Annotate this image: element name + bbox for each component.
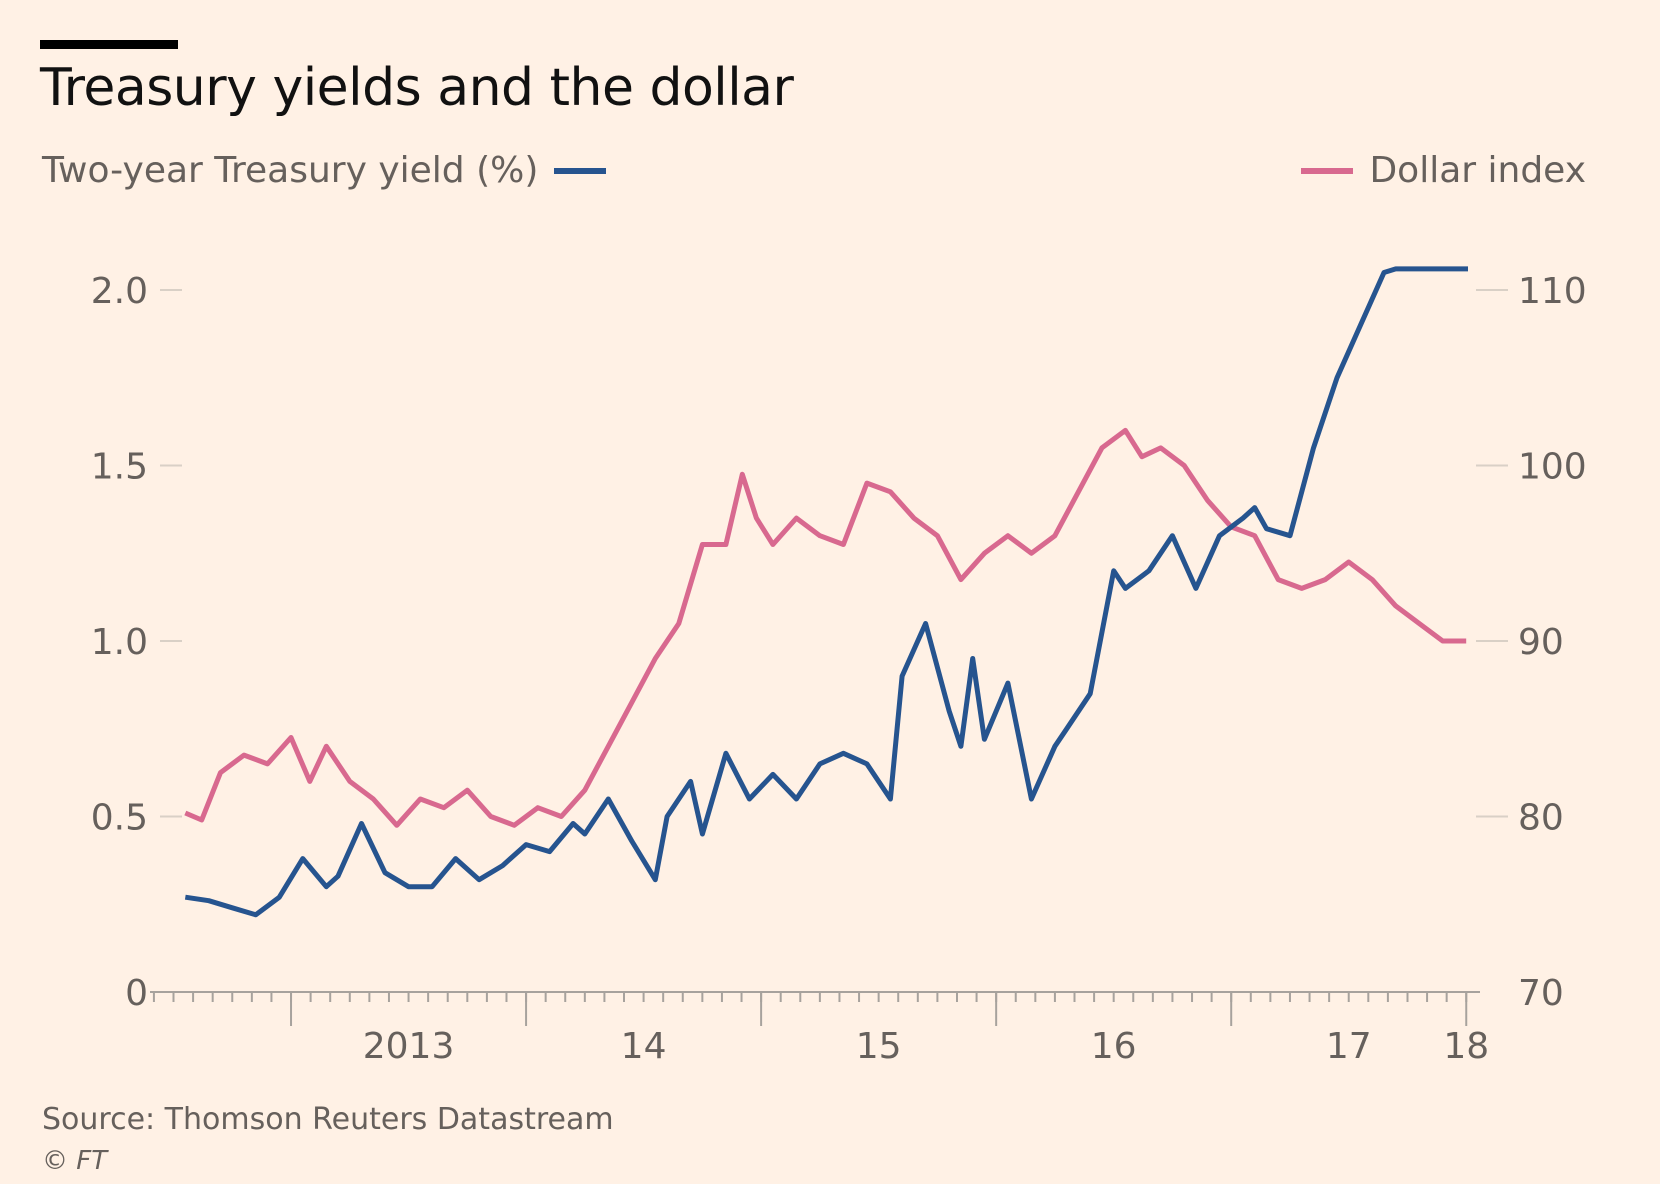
x-tick-label: 15 [856, 1026, 902, 1067]
legend-dollar-label: Dollar index [1369, 150, 1586, 191]
left-tick-label: 0 [125, 973, 148, 1014]
legend-dollar: Dollar index [1285, 150, 1586, 191]
right-tick-label: 110 [1518, 271, 1587, 312]
left-tick-label: 0.5 [91, 798, 148, 839]
treasury-yield-line [184, 266, 1469, 918]
right-tick-label: 90 [1518, 622, 1564, 663]
right-tick-label: 70 [1518, 973, 1564, 1014]
legend-yield-label: Two-year Treasury yield (%) [42, 150, 539, 191]
legend-yield-swatch [554, 167, 607, 174]
copyright-note: © FT [42, 1146, 108, 1176]
right-tick-label: 100 [1518, 447, 1587, 488]
source-note: Source: Thomson Reuters Datastream [42, 1102, 614, 1137]
right-tick-label: 80 [1518, 798, 1564, 839]
chart-title: Treasury yields and the dollar [40, 58, 794, 118]
dollar-index-line [184, 427, 1467, 828]
legend-yield: Two-year Treasury yield (%) [42, 150, 622, 191]
left-tick-label: 2.0 [91, 271, 148, 312]
right-axis: 70 80 90 100 110 [1476, 271, 1587, 1014]
x-tick-label: 18 [1443, 1026, 1489, 1067]
x-tick-label: 17 [1326, 1026, 1372, 1067]
left-tick-label: 1.5 [91, 447, 148, 488]
x-tick-label: 16 [1091, 1026, 1137, 1067]
left-tick-label: 1.0 [91, 622, 148, 663]
title-accent-bar [40, 40, 178, 49]
left-axis: 0 0.5 1.0 1.5 2.0 [91, 271, 182, 1014]
x-tick-label: 14 [621, 1026, 667, 1067]
x-tick-label: 2013 [363, 1026, 455, 1067]
x-axis: 2013 14 15 16 17 18 [152, 992, 1489, 1067]
legend-dollar-swatch [1301, 167, 1354, 174]
